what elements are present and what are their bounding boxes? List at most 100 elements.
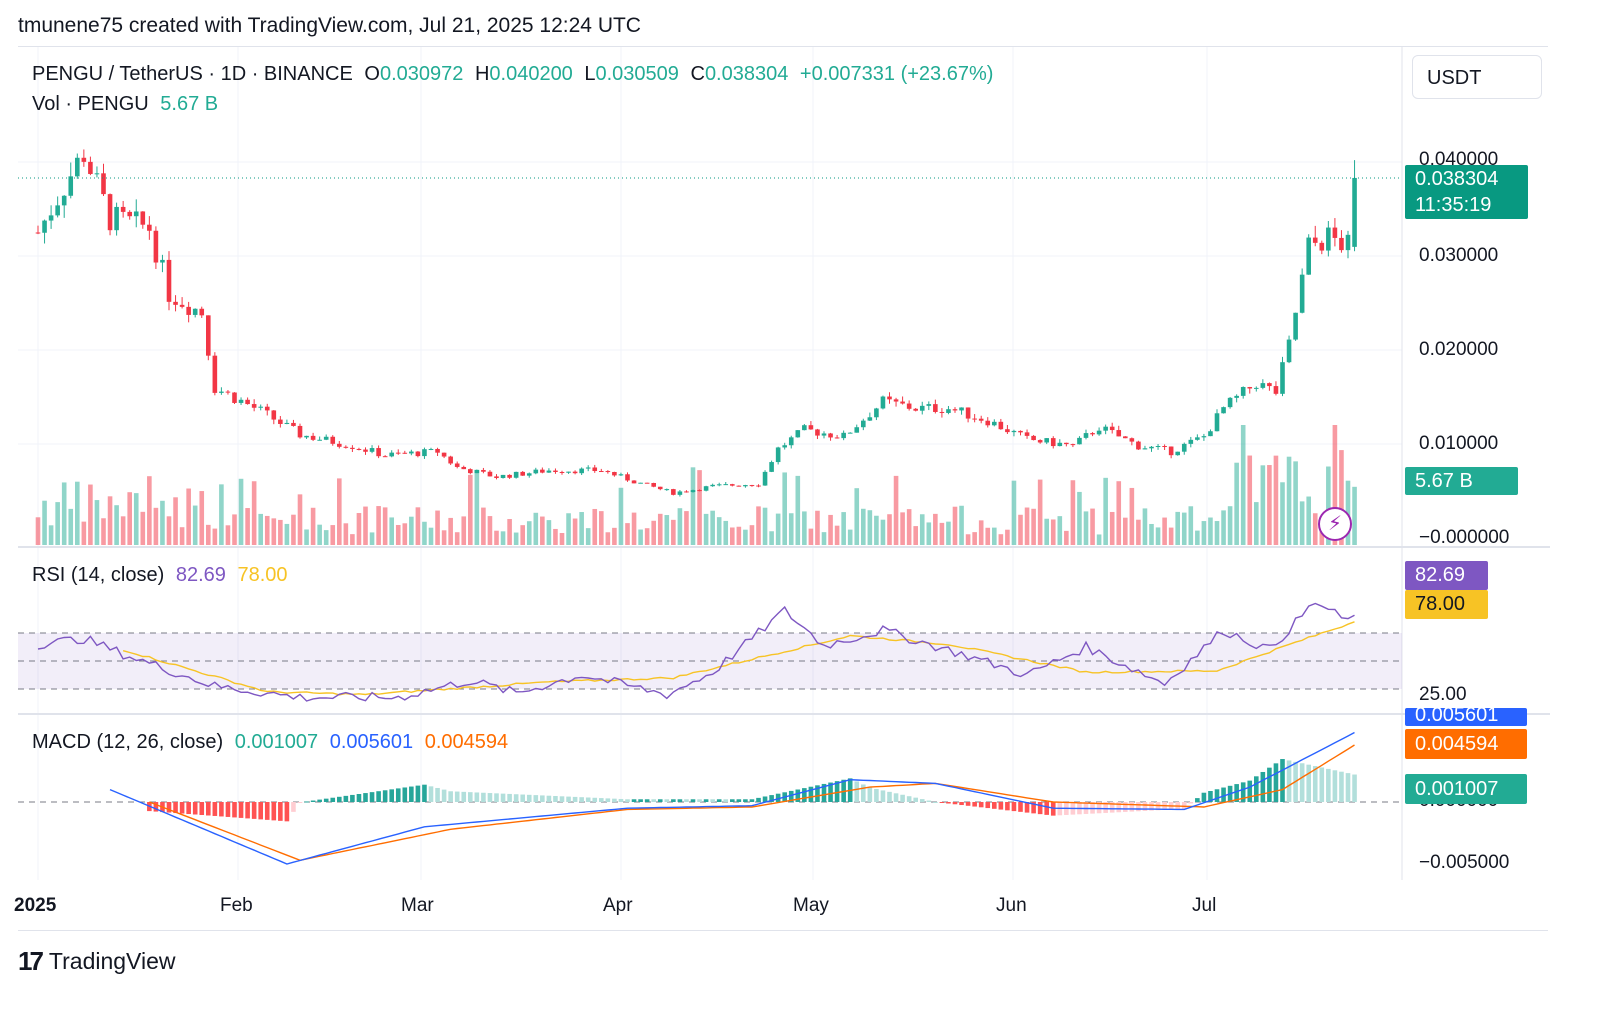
volume-bar — [998, 534, 1004, 545]
candle-body — [323, 436, 329, 440]
candle-body — [1293, 312, 1298, 340]
macd-histogram-bar — [1339, 771, 1344, 802]
volume-bar — [192, 505, 198, 545]
volume-bar — [526, 521, 532, 545]
macd-histogram-bar — [1221, 787, 1226, 802]
volume-bar — [1273, 455, 1279, 545]
macd-histogram-bar — [769, 795, 774, 802]
volume-bar — [933, 513, 938, 545]
candle-body — [802, 425, 807, 431]
volume-bar — [369, 532, 375, 545]
candle-body — [127, 211, 132, 217]
macd-histogram-bar — [192, 802, 198, 815]
candle-body — [75, 157, 80, 177]
volume-bar — [212, 528, 218, 545]
candle-body — [107, 194, 113, 231]
volume-label[interactable]: Vol · PENGU — [32, 93, 149, 115]
volume-bar — [625, 523, 630, 545]
macd-histogram-bar — [703, 799, 709, 802]
chart-frame — [18, 46, 1548, 931]
high-value: 0.040200 — [489, 63, 573, 85]
candle-body — [238, 399, 244, 403]
symbol-label[interactable]: PENGU / TetherUS · 1D · BINANCE — [32, 63, 353, 85]
candle-body — [1352, 177, 1357, 247]
candle-body — [409, 451, 414, 454]
macd-histogram-bar — [206, 802, 211, 816]
candle-body — [972, 418, 977, 420]
currency-button[interactable]: USDT — [1412, 55, 1542, 99]
candle-body — [625, 474, 630, 481]
candle-body — [206, 315, 211, 356]
macd-histogram-bar — [756, 797, 761, 802]
macd-histogram-bar — [730, 799, 735, 802]
macd-label[interactable]: MACD (12, 26, close) — [32, 731, 224, 753]
rsi-ma-line — [122, 621, 1355, 696]
volume-bar — [133, 493, 139, 545]
signal-tag: 0.004594 — [1405, 729, 1527, 759]
candle-body — [1070, 444, 1076, 446]
volume-bar — [1326, 466, 1331, 545]
volume-bar — [487, 516, 493, 545]
candle-body — [382, 456, 388, 458]
volume-bar — [992, 527, 997, 545]
volume-bar — [232, 514, 237, 545]
candle-body — [644, 482, 650, 484]
candle-body — [1123, 436, 1128, 439]
x-tick-label: Mar — [401, 895, 434, 916]
volume-bar — [716, 517, 722, 545]
candle-body — [1024, 432, 1030, 436]
volume-bar — [199, 491, 205, 545]
candle-body — [874, 408, 879, 418]
rsi-label[interactable]: RSI (14, close) — [32, 564, 165, 586]
macd-histogram-bar — [762, 796, 768, 802]
macd-histogram-bar — [310, 800, 316, 802]
candle-body — [304, 435, 309, 438]
candle-body — [723, 484, 729, 486]
candle-body — [1195, 437, 1200, 440]
volume-bar — [612, 527, 617, 545]
lightning-icon[interactable]: ⚡ — [1318, 507, 1352, 541]
macd-histogram-bar — [644, 799, 650, 802]
volume-bar — [644, 528, 650, 545]
candle-body — [1345, 234, 1351, 251]
candle-body — [572, 471, 578, 474]
candle-body — [1247, 387, 1253, 389]
volume-bar — [638, 529, 643, 545]
macd-histogram-bar — [468, 792, 473, 802]
volume-bar — [363, 506, 368, 545]
candle-body — [179, 304, 185, 307]
candle-body — [1090, 433, 1095, 435]
macd-histogram-bar — [1273, 763, 1279, 802]
volume-bar — [854, 488, 860, 545]
volume-bar — [1109, 511, 1115, 545]
volume-tag: 5.67 B — [1405, 467, 1518, 495]
volume-bar — [867, 510, 873, 545]
macd-histogram-bar — [828, 782, 833, 802]
volume-bar — [278, 519, 283, 545]
candle-body — [1116, 430, 1122, 437]
macd-histogram-bar — [1240, 782, 1246, 802]
tradingview-logo[interactable]: 17 TradingView — [18, 946, 176, 977]
volume-bar — [808, 528, 814, 545]
candle-body — [1234, 395, 1239, 398]
volume-bar — [297, 494, 303, 545]
macd-histogram-bar — [1345, 773, 1351, 802]
hist-tag: 0.001007 — [1405, 774, 1527, 804]
candle-body — [1181, 443, 1187, 452]
volume-bar — [42, 500, 47, 545]
candle-body — [212, 355, 218, 393]
macd-histogram-bar — [559, 796, 565, 802]
candle-body — [310, 435, 316, 440]
candle-body — [671, 489, 676, 495]
candle-body — [861, 420, 866, 428]
volume-bar — [795, 475, 801, 545]
candle-body — [376, 448, 381, 457]
macd-histogram-bar — [219, 802, 224, 817]
volume-bar — [310, 507, 316, 545]
volume-bar — [906, 509, 912, 545]
volume-bar — [599, 511, 604, 545]
candle-body — [389, 452, 394, 457]
volume-bar — [1149, 523, 1154, 545]
macd-histogram-bar — [998, 802, 1004, 810]
